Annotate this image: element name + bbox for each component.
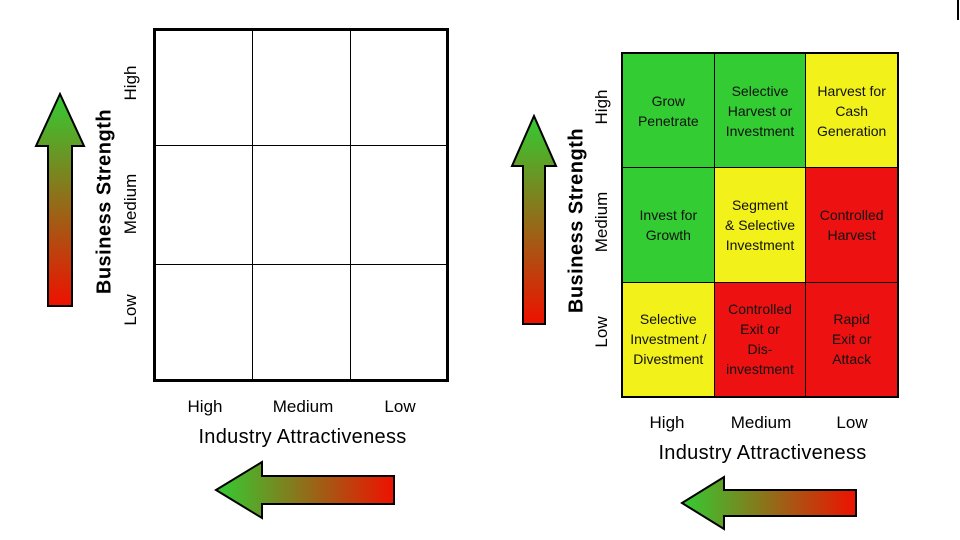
cell-invest-for-growth: Invest for Growth	[623, 168, 714, 282]
right-y-tick-low: Low	[592, 316, 611, 348]
cell-grow-penetrate: Grow Penetrate	[623, 54, 714, 168]
left-y-tick-medium: Medium	[121, 173, 140, 235]
right-y-tick-high: High	[592, 89, 611, 125]
empty-matrix-grid	[153, 28, 449, 382]
strategy-matrix-grid: Grow Penetrate Selective Harvest or Inve…	[621, 52, 899, 398]
left-x-tick-medium: Medium	[272, 397, 334, 416]
up-arrow-icon	[510, 114, 558, 325]
right-x-tick-low: Low	[836, 413, 868, 432]
left-x-tick-low: Low	[384, 397, 416, 416]
left-arrow-icon	[680, 475, 857, 531]
up-arrow-icon	[34, 92, 86, 307]
grid-line	[350, 31, 351, 379]
right-x-tick-high: High	[649, 413, 685, 432]
cell-harvest-for-cash-generation: Harvest for Cash Generation	[806, 54, 897, 168]
grid-line	[156, 145, 446, 146]
left-arrow-icon	[214, 460, 395, 520]
right-x-axis-title: Industry Attractiveness	[658, 442, 867, 464]
grid-line	[156, 264, 446, 265]
left-x-tick-high: High	[187, 397, 223, 416]
left-y-axis-title: Business Strength	[93, 108, 116, 295]
right-y-tick-medium: Medium	[592, 191, 611, 253]
right-x-tick-medium: Medium	[730, 413, 792, 432]
cell-selective-investment-divestment: Selective Investment / Divestment	[623, 282, 714, 396]
left-y-tick-low: Low	[121, 294, 140, 326]
cell-segment-selective-investment: Segment & Selective Investment	[714, 168, 806, 282]
right-y-axis-title: Business Strength	[565, 127, 588, 314]
cell-controlled-exit-or-disinvestment: Controlled Exit or Dis- investment	[714, 282, 806, 396]
left-y-tick-high: High	[121, 65, 140, 101]
edge-divider	[957, 0, 959, 20]
cell-selective-harvest-or-investment: Selective Harvest or Investment	[714, 54, 806, 168]
cell-controlled-harvest: Controlled Harvest	[806, 168, 897, 282]
grid-line	[252, 31, 253, 379]
left-x-axis-title: Industry Attractiveness	[198, 426, 407, 448]
cell-rapid-exit-or-attack: Rapid Exit or Attack	[806, 282, 897, 396]
